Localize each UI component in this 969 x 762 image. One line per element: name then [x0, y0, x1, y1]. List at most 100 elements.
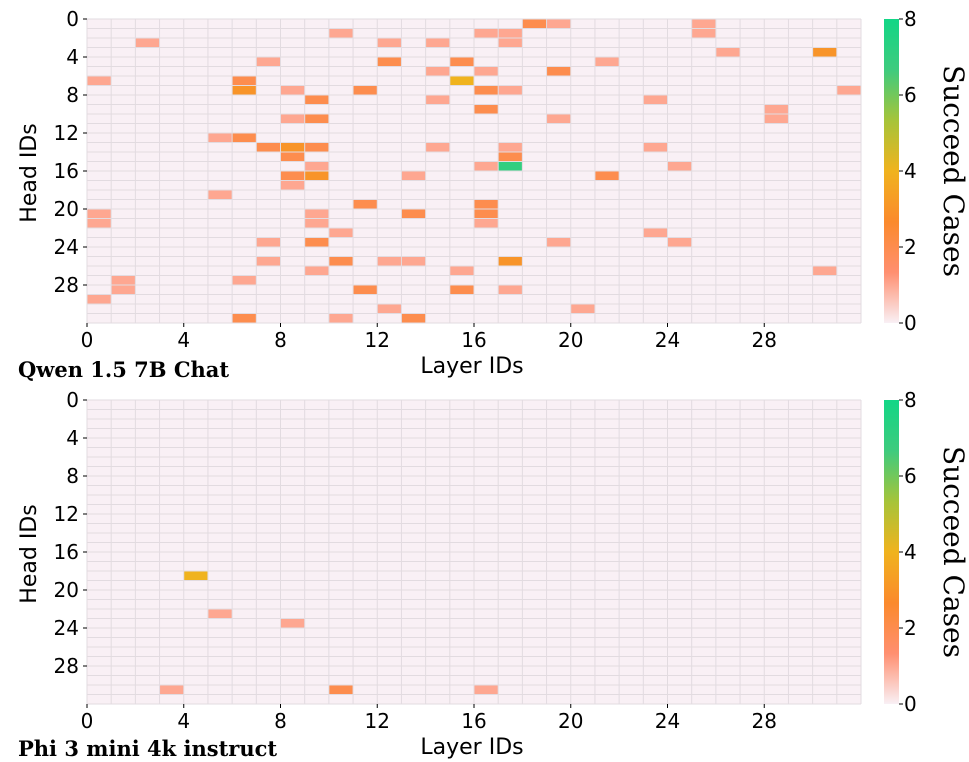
heatmap-cell — [232, 76, 257, 86]
heatmap-cell — [304, 171, 329, 181]
heatmap-cell — [667, 161, 692, 171]
heatmap-cell — [594, 57, 620, 67]
heatmap-cell — [256, 237, 281, 247]
heatmap-cell — [401, 171, 426, 181]
y-tick-label: 4 — [66, 426, 79, 450]
x-tick-label: 24 — [655, 328, 680, 352]
heatmap-cell — [111, 275, 136, 285]
heatmap-cell — [474, 66, 499, 76]
y-tick-label: 12 — [54, 121, 79, 145]
heatmap-cell — [498, 152, 523, 162]
heatmap-cell — [207, 133, 233, 143]
heatmap-cell — [522, 19, 547, 29]
colorbar-title: Succeed Cases — [937, 65, 969, 277]
colorbar-tick-label: 2 — [904, 616, 917, 640]
heatmap-cell — [449, 266, 474, 276]
heatmap-cell — [812, 266, 837, 276]
x-tick-label: 16 — [461, 328, 486, 352]
y-tick-label: 28 — [54, 273, 79, 297]
heatmap-cell — [87, 218, 112, 228]
x-tick-label: 0 — [81, 328, 94, 352]
heatmap-cell — [207, 190, 233, 200]
heatmap-cell — [328, 228, 354, 238]
heatmap-cell — [328, 685, 354, 695]
heatmap-cell — [425, 66, 450, 76]
y-axis-title: Head IDs — [17, 504, 42, 603]
heatmap-cell — [715, 47, 741, 57]
x-tick-label: 12 — [365, 709, 390, 733]
grid-lines — [86, 399, 862, 705]
heatmap-cell — [280, 114, 305, 124]
heatmap-cell — [449, 76, 474, 86]
heatmap-cell — [280, 171, 305, 181]
heatmap-cell — [474, 161, 499, 171]
x-tick-label: 16 — [461, 709, 486, 733]
heatmap-cell — [377, 38, 402, 48]
heatmap-cell — [280, 85, 305, 95]
colorbar-tick-label: 0 — [904, 311, 917, 335]
y-tick-label: 0 — [66, 7, 79, 31]
heatmap-cell — [304, 237, 329, 247]
heatmap-cell — [328, 28, 354, 38]
heatmap-cell — [546, 19, 571, 29]
heatmap-cell — [159, 685, 184, 695]
y-tick-label: 20 — [54, 197, 79, 221]
heatmap-cell — [280, 152, 305, 162]
heatmap-cell — [764, 114, 789, 124]
heatmap-cell — [377, 57, 402, 67]
heatmap-cell — [232, 313, 257, 323]
heatmap-cell — [546, 66, 571, 76]
heatmap-cell — [498, 142, 523, 152]
heatmap-cell — [377, 304, 402, 314]
heatmap-cell — [280, 142, 305, 152]
heatmap-cell — [135, 38, 160, 48]
colorbar-gradient — [884, 400, 899, 704]
heatmap-cell — [87, 209, 112, 219]
heatmap-cell — [474, 104, 499, 114]
colorbar: 0 2 4 6 8 Succeed Cases — [884, 7, 969, 335]
heatmap-cell — [691, 28, 716, 38]
heatmap-cell — [304, 161, 329, 171]
heatmap-cell — [546, 114, 571, 124]
colorbar-tick-label: 6 — [904, 83, 917, 107]
x-tick-label: 20 — [558, 709, 583, 733]
x-tick-label: 24 — [655, 709, 680, 733]
heatmap-cell — [256, 256, 281, 266]
heatmap-cell — [328, 313, 354, 323]
heatmap-cell — [328, 256, 354, 266]
heatmap-cell — [474, 199, 499, 209]
heatmap-cell — [353, 199, 378, 209]
heatmap-cell — [377, 256, 402, 266]
y-axis-title: Head IDs — [17, 123, 42, 222]
y-tick-label: 16 — [54, 540, 79, 564]
colorbar-title: Succeed Cases — [937, 446, 969, 658]
model-label: Phi 3 mini 4k instruct — [18, 736, 277, 761]
x-axis-title: Layer IDs — [420, 735, 523, 760]
colorbar-tick-label: 4 — [904, 540, 917, 564]
heatmap-cell — [280, 180, 305, 190]
heatmap-cell — [232, 85, 257, 95]
heatmap-cell — [474, 209, 499, 219]
heatmap-cell — [425, 95, 450, 105]
y-tick-label: 24 — [54, 235, 79, 259]
heatmap-cell — [498, 161, 523, 171]
heatmap-cell — [87, 76, 112, 86]
x-tick-label: 8 — [274, 328, 287, 352]
model-label: Qwen 1.5 7B Chat — [18, 357, 229, 382]
heatmap-cell — [401, 209, 426, 219]
y-tick-label: 4 — [66, 45, 79, 69]
x-tick-label: 4 — [177, 709, 190, 733]
heatmap-cell — [546, 237, 571, 247]
heatmap-cell — [474, 218, 499, 228]
heatmap-cell — [280, 618, 305, 628]
heatmap-cell — [643, 95, 668, 105]
colorbar-gradient — [884, 19, 899, 323]
heatmap-cell — [425, 142, 450, 152]
heatmap-cell — [498, 85, 523, 95]
heatmap-cell — [570, 304, 595, 314]
colorbar-tick-label: 0 — [904, 692, 917, 716]
colorbar-tick-label: 2 — [904, 235, 917, 259]
x-tick-label: 0 — [81, 709, 94, 733]
colorbar-tick-label: 8 — [904, 388, 917, 412]
heatmap-cell — [498, 28, 523, 38]
